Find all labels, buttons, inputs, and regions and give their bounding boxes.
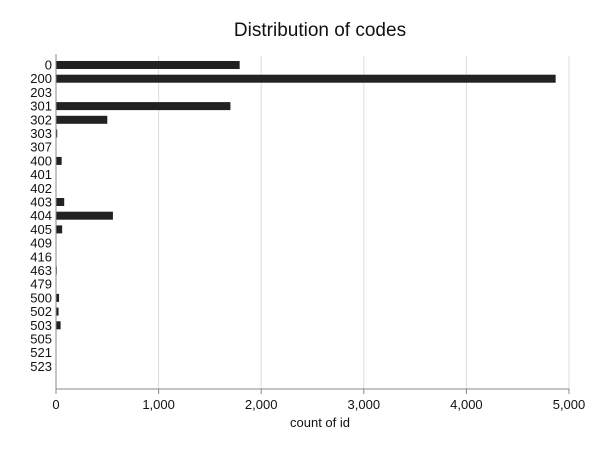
y-tick-label-405: 405 [30,222,52,237]
y-tick-label-521: 521 [30,345,52,360]
y-tick-label-401: 401 [30,167,52,182]
bar-200 [56,74,556,83]
bar-301 [56,102,231,111]
bar-0 [56,61,240,69]
bar-503 [56,321,61,330]
y-tick-label-307: 307 [30,140,52,155]
y-tick-label-503: 503 [30,318,52,333]
x-tick-label-1000: 1,000 [142,397,175,412]
bar-404 [56,211,113,220]
x-axis-label: count of id [290,415,350,430]
y-tick-label-200: 200 [30,71,52,86]
bar-400 [56,156,62,165]
x-tick-label-3000: 3,000 [348,397,381,412]
y-tick-label-416: 416 [30,249,52,264]
bar-500 [56,293,60,302]
y-tick-label-409: 409 [30,236,52,251]
y-tick-label-500: 500 [30,290,52,305]
y-tick-label-403: 403 [30,195,52,210]
axes [55,54,570,394]
x-tick-label-5000: 5,000 [553,397,586,412]
y-tick-label-303: 303 [30,126,52,141]
x-tick-label-2000: 2,000 [245,397,278,412]
y-tick-label-463: 463 [30,263,52,278]
x-tick-labels: 0 1,000 2,000 3,000 4,000 5,000 [52,397,585,412]
y-tick-label-301: 301 [30,99,52,114]
y-tick-label-404: 404 [30,208,52,223]
y-tick-labels: 0200203301302303307400401402403404405409… [30,58,52,374]
y-tick-label-523: 523 [30,359,52,374]
y-tick-label-502: 502 [30,304,52,319]
y-tick-label-400: 400 [30,153,52,168]
y-tick-label-0: 0 [45,58,52,73]
y-tick-label-402: 402 [30,181,52,196]
y-tick-label-302: 302 [30,112,52,127]
bars [56,61,556,371]
y-tick-label-505: 505 [30,332,52,347]
bar-302 [56,115,108,124]
y-tick-label-479: 479 [30,277,52,292]
x-tick-label-4000: 4,000 [450,397,483,412]
x-tick-label-0: 0 [52,397,59,412]
bar-502 [56,307,59,316]
chart-title: Distribution of codes [234,20,406,41]
gridlines [158,56,570,389]
y-tick-label-203: 203 [30,85,52,100]
bar-403 [56,198,65,206]
bar-303 [56,129,58,138]
bar-405 [56,225,63,234]
